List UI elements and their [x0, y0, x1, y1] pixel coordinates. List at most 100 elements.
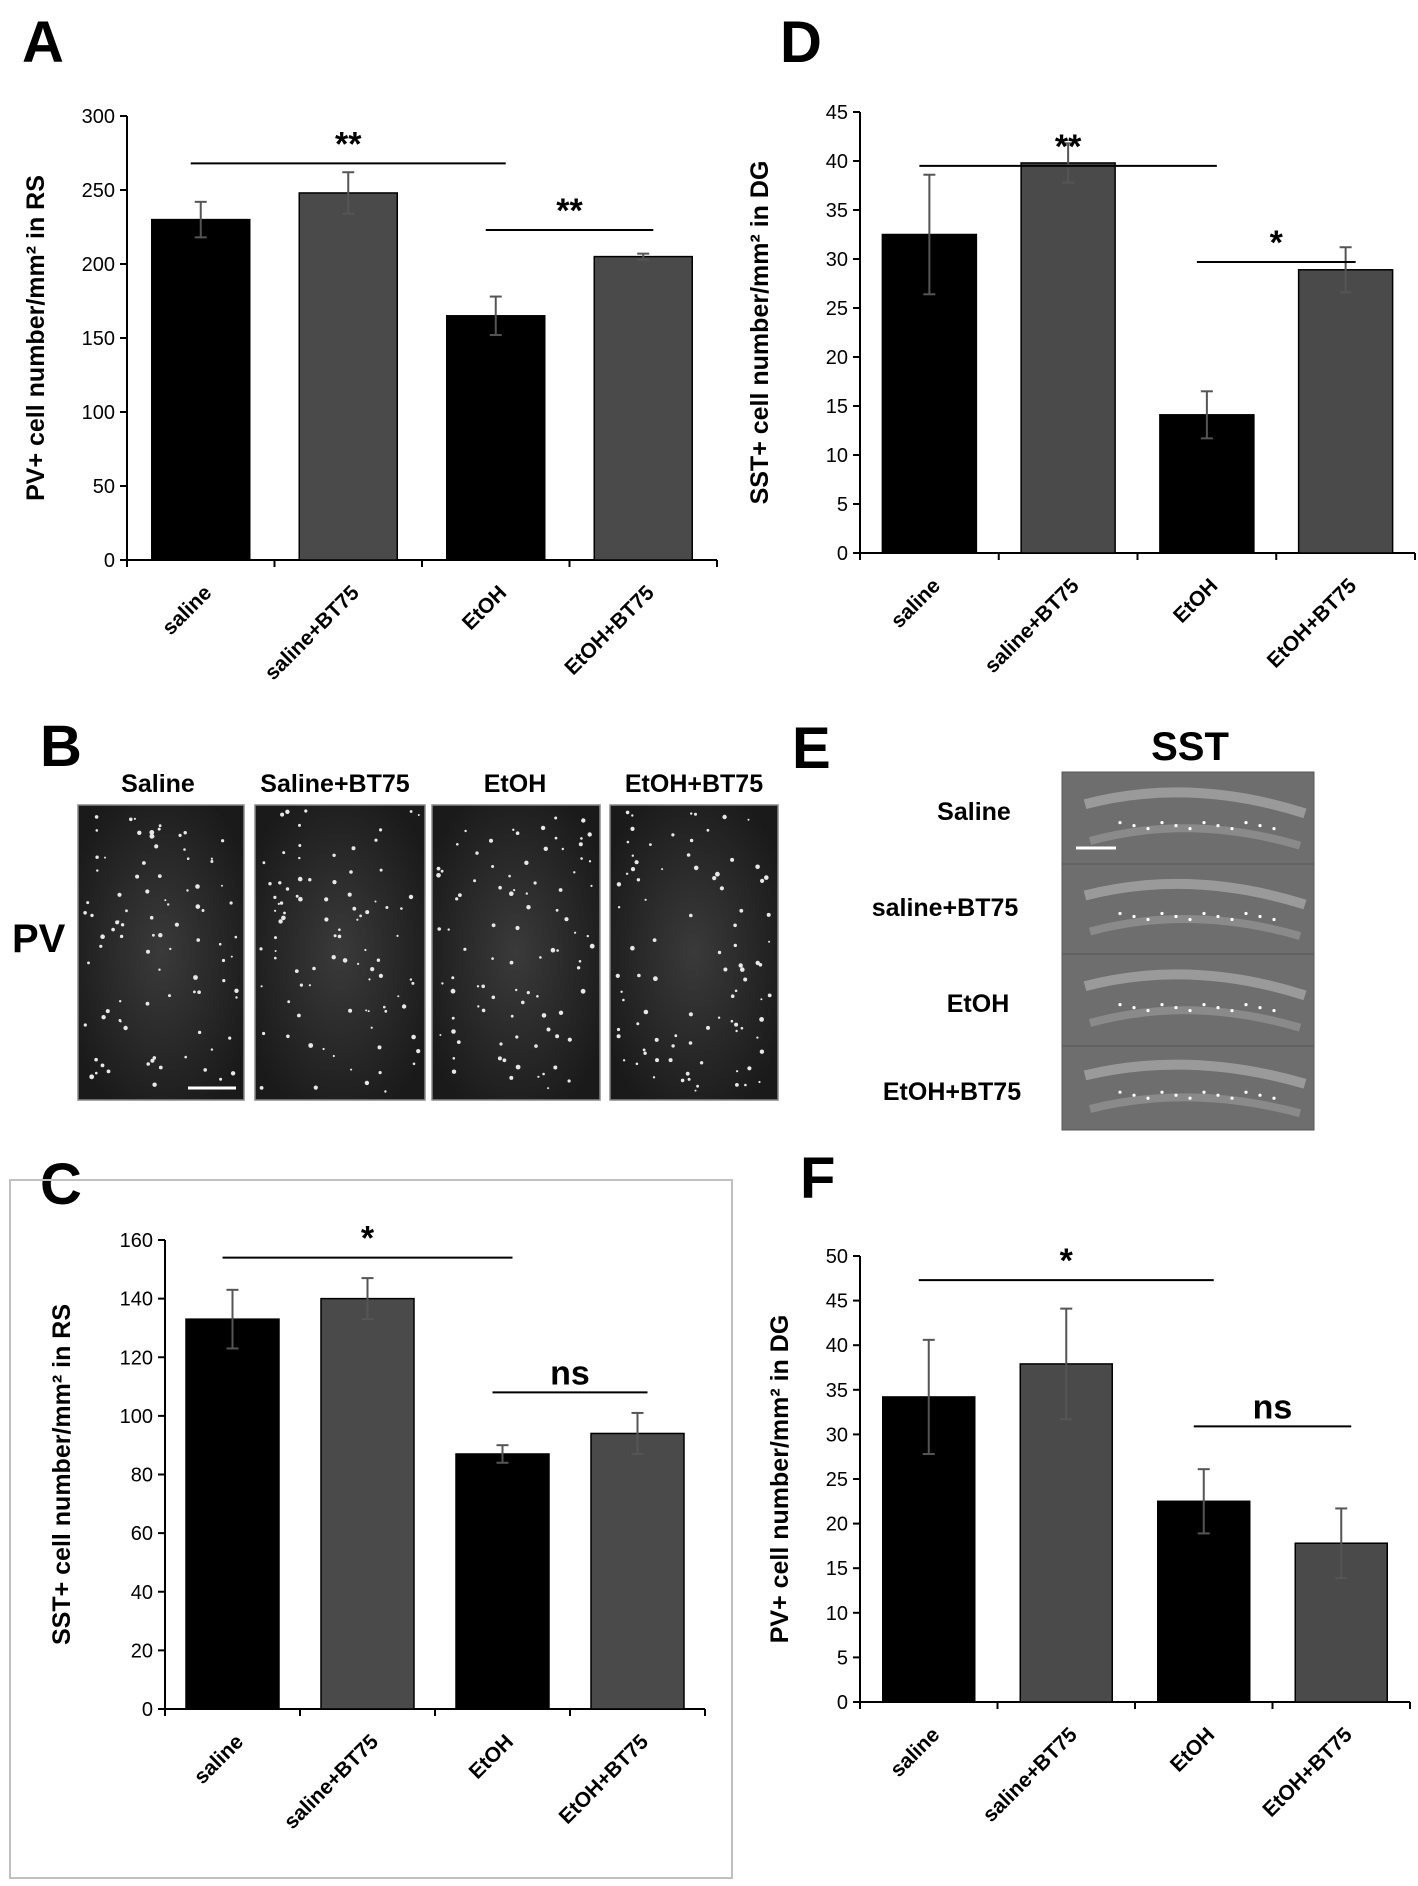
cell-dot — [719, 886, 725, 891]
cell-dot — [543, 846, 548, 851]
cell-dot — [747, 1066, 752, 1071]
cell-dot — [564, 917, 569, 922]
cell-dot — [417, 814, 420, 816]
cell-dot — [1174, 824, 1178, 828]
cell-dot — [218, 942, 222, 946]
cell-dot — [554, 836, 558, 840]
bar — [1297, 269, 1394, 554]
cell-dot — [515, 831, 520, 835]
cell-dot — [279, 901, 284, 905]
cell-dot — [1132, 1006, 1136, 1010]
cell-dot — [515, 1064, 521, 1070]
cell-dot — [379, 828, 383, 832]
cell-dot — [739, 908, 744, 913]
significance-label: ns — [550, 1354, 590, 1392]
sst-section — [1061, 771, 1315, 865]
dentate-band — [1088, 824, 1302, 850]
cell-dot — [616, 1027, 621, 1032]
chart-panel-c: 0 20 40 60 80 100 120 140 160 SST+ cell number/mm… — [48, 1220, 706, 1834]
cell-dot — [370, 1026, 373, 1029]
cell-dot — [304, 809, 308, 813]
cell-dot — [456, 843, 459, 846]
cell-dot — [111, 927, 115, 932]
cell-dot — [277, 902, 280, 906]
cell-dot — [145, 889, 150, 894]
panel-e-row-label: saline+BT75 — [872, 894, 1019, 922]
cell-dot — [630, 867, 636, 872]
panel-letter-d: D — [780, 10, 822, 75]
cell-dot — [451, 976, 455, 980]
cell-dot — [397, 995, 400, 998]
cell-dot — [759, 1049, 765, 1054]
cell-dot — [1174, 914, 1178, 919]
cell-dot — [685, 1071, 690, 1076]
cell-dot — [142, 861, 146, 865]
cell-dot — [637, 973, 641, 978]
cell-dot — [767, 993, 772, 998]
dentate-band — [1083, 1059, 1307, 1089]
y-tick-label: 45 — [826, 1291, 848, 1313]
cell-dot — [730, 994, 735, 998]
cell-dot — [259, 1086, 264, 1090]
cell-dot — [542, 1072, 545, 1076]
x-tick-label: EtOH+BT75 — [560, 581, 659, 680]
cell-dot — [671, 833, 675, 837]
cell-dot — [643, 1009, 649, 1015]
x-tick-label: saline+BT75 — [280, 1730, 384, 1834]
cell-dot — [1230, 917, 1234, 922]
cell-dot — [622, 1059, 626, 1062]
cell-dot — [451, 1069, 457, 1074]
cell-dot — [533, 881, 537, 885]
cell-dot — [1174, 1006, 1178, 1010]
cell-dot — [83, 1023, 87, 1027]
cell-dot — [722, 814, 727, 820]
cell-dot — [625, 872, 629, 875]
cell-dot — [1160, 821, 1164, 825]
cell-dot — [526, 991, 530, 995]
cell-dot — [1118, 1090, 1122, 1094]
y-tick-label: 120 — [120, 1347, 153, 1369]
cell-dot — [338, 928, 341, 931]
bar — [151, 218, 251, 561]
y-tick-label: 5 — [837, 1647, 848, 1669]
y-tick-label: 5 — [837, 494, 848, 516]
cell-dot — [1258, 914, 1262, 919]
cell-dot — [509, 891, 514, 896]
cell-dot — [588, 860, 592, 863]
y-tick-label: 150 — [82, 328, 115, 350]
cell-dot — [580, 988, 586, 994]
cell-dot — [186, 889, 189, 892]
cell-dot — [477, 1005, 480, 1008]
cell-dot — [268, 882, 272, 886]
panel-b-micrographs: PV Saline Saline+BT75 EtOH EtOH+BT75 — [12, 770, 779, 1101]
cell-dot — [587, 832, 592, 837]
cell-dot — [149, 833, 155, 839]
cell-dot — [578, 842, 583, 847]
cell-dot — [643, 1051, 647, 1055]
cell-dot — [717, 950, 722, 955]
cell-dot — [347, 892, 352, 897]
cell-dot — [1230, 827, 1234, 831]
cell-dot — [411, 981, 415, 985]
cell-dot — [760, 998, 763, 1001]
cell-dot — [135, 874, 140, 879]
cell-dot — [730, 857, 735, 862]
y-tick-label: 15 — [826, 396, 848, 418]
cell-dot — [94, 815, 99, 819]
cell-dot — [384, 1009, 388, 1013]
x-tick-label: saline+BT75 — [260, 581, 364, 685]
cell-dot — [99, 944, 103, 948]
cell-dot — [736, 1070, 739, 1073]
cell-dot — [95, 855, 99, 859]
cell-dot — [274, 950, 277, 952]
cell-dot — [259, 947, 263, 951]
cell-dot — [696, 1084, 699, 1088]
cell-dot — [197, 990, 201, 994]
cell-dot — [481, 1008, 486, 1013]
cell-dot — [1160, 1003, 1164, 1007]
y-tick-label: 140 — [120, 1289, 153, 1311]
cell-dot — [282, 851, 286, 855]
bar — [455, 1453, 550, 1710]
y-tick-label: 0 — [837, 543, 848, 565]
